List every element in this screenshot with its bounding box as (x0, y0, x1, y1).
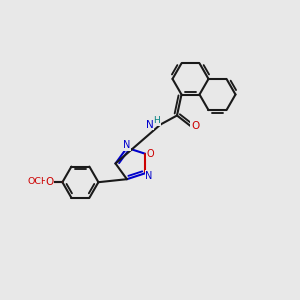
Text: N: N (123, 140, 130, 150)
Text: O: O (45, 177, 53, 187)
Text: O: O (147, 149, 154, 159)
Text: OCH₃: OCH₃ (28, 177, 52, 186)
Text: H: H (154, 116, 160, 125)
Text: O: O (46, 177, 54, 187)
Text: N: N (145, 171, 153, 181)
Text: N: N (146, 119, 154, 130)
Text: O: O (191, 121, 199, 131)
